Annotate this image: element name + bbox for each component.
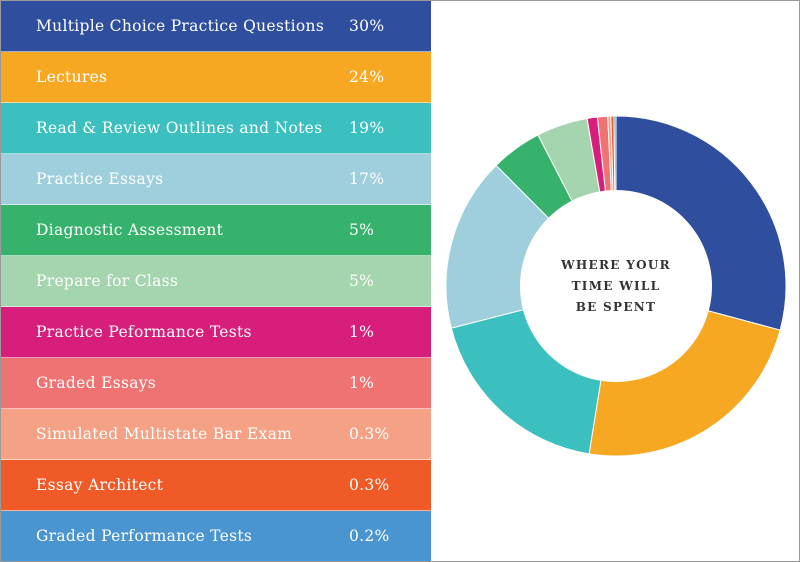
center-title-line: TIME WILL: [572, 279, 661, 293]
legend-row: Practice Essays 17%: [1, 154, 431, 205]
legend: Multiple Choice Practice Questions 30% Lec…: [1, 1, 431, 561]
legend-row: Graded Essays 1%: [1, 358, 431, 409]
legend-row: Graded Performance Tests 0.2%: [1, 511, 431, 561]
legend-label: Practice Peformance Tests: [36, 323, 252, 341]
center-title-line: BE SPENT: [576, 300, 657, 314]
legend-label: Essay Architect: [36, 476, 164, 494]
legend-label: Simulated Multistate Bar Exam: [36, 425, 293, 443]
legend-percent: 17%: [349, 170, 385, 188]
legend-row: Read & Review Outlines and Notes 19%: [1, 103, 431, 154]
legend-percent: 19%: [349, 119, 385, 137]
legend-percent: 0.3%: [349, 476, 390, 494]
legend-percent: 5%: [349, 221, 375, 239]
donut-svg: WHERE YOUR TIME WILL BE SPENT: [445, 115, 787, 457]
donut-chart: WHERE YOUR TIME WILL BE SPENT: [431, 1, 799, 561]
legend-label: Practice Essays: [36, 170, 164, 188]
legend-percent: 1%: [349, 323, 375, 341]
donut-hole: [520, 190, 712, 382]
legend-row: Prepare for Class 5%: [1, 256, 431, 307]
legend-row: Multiple Choice Practice Questions 30%: [1, 1, 431, 52]
legend-row: Essay Architect 0.3%: [1, 460, 431, 511]
legend-row: Practice Peformance Tests 1%: [1, 307, 431, 358]
center-title-line: WHERE YOUR: [560, 258, 671, 272]
center-label: WHERE YOUR TIME WILL BE SPENT: [560, 258, 671, 314]
legend-row: Diagnostic Assessment 5%: [1, 205, 431, 256]
legend-percent: 1%: [349, 374, 375, 392]
legend-percent: 0.3%: [349, 425, 390, 443]
legend-row: Lectures 24%: [1, 52, 431, 103]
legend-row: Simulated Multistate Bar Exam 0.3%: [1, 409, 431, 460]
legend-percent: 0.2%: [349, 527, 390, 545]
legend-label: Multiple Choice Practice Questions: [36, 17, 325, 35]
legend-percent: 5%: [349, 272, 375, 290]
legend-label: Graded Performance Tests: [36, 527, 253, 545]
legend-label: Prepare for Class: [36, 272, 179, 290]
legend-percent: 24%: [349, 68, 385, 86]
legend-label: Diagnostic Assessment: [36, 221, 224, 239]
legend-label: Read & Review Outlines and Notes: [36, 119, 323, 137]
legend-label: Lectures: [36, 68, 108, 86]
legend-label: Graded Essays: [36, 374, 157, 392]
legend-percent: 30%: [349, 17, 385, 35]
